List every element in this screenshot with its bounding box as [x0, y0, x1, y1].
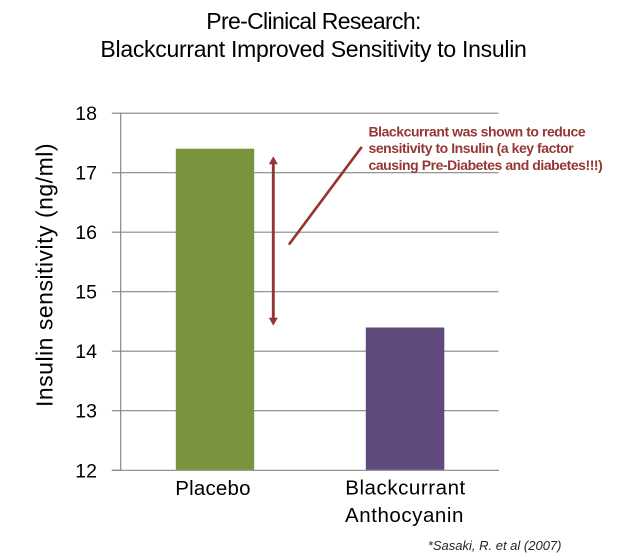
svg-text:Blackcurrant was shown to redu: Blackcurrant was shown to reduce — [369, 123, 586, 139]
svg-text:Placebo: Placebo — [175, 477, 250, 500]
svg-text:12: 12 — [75, 460, 97, 482]
svg-text:sensitivity to Insulin (a key: sensitivity to Insulin (a key factor — [369, 140, 575, 156]
svg-text:15: 15 — [75, 282, 97, 304]
svg-text:18: 18 — [75, 103, 97, 125]
svg-text:17: 17 — [75, 163, 97, 185]
svg-text:Blackcurrant Improved Sensitiv: Blackcurrant Improved Sensitivity to Ins… — [100, 36, 526, 62]
svg-text:Blackcurrant: Blackcurrant — [345, 477, 466, 500]
svg-text:causing Pre-Diabetes and diabe: causing Pre-Diabetes and diabetes!!!) — [369, 157, 603, 173]
svg-text:16: 16 — [75, 222, 97, 244]
svg-text:14: 14 — [75, 341, 97, 363]
svg-text:Pre-Clinical Research:: Pre-Clinical Research: — [206, 8, 421, 34]
svg-text:Anthocyanin: Anthocyanin — [345, 504, 464, 527]
svg-text:13: 13 — [75, 401, 97, 423]
svg-text:*Sasaki, R. et al (2007): *Sasaki, R. et al (2007) — [428, 538, 562, 553]
svg-text:Insulin sensitivity (ng/ml): Insulin sensitivity (ng/ml) — [32, 143, 58, 407]
